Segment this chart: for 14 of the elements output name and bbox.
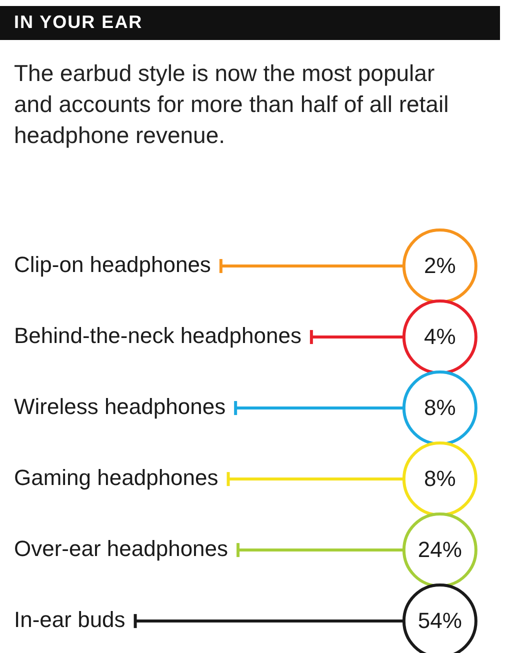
data-label: 2% [424, 253, 456, 278]
text: IN YOUR EAR [0, 6, 500, 39]
data-label: 24% [418, 537, 462, 562]
data-label: 4% [424, 324, 456, 350]
category-label: Wireless headphones [14, 394, 226, 420]
data-label: 8% [424, 466, 456, 492]
category-label: Behind-the-neck headphones [14, 323, 302, 348]
data-label: 54% [418, 608, 462, 634]
text: The earbud style is now the most popular and accounts for more than half of all retail headphone revenue. [14, 59, 450, 150]
data-label: 8% [424, 395, 456, 420]
category-label: In-ear buds [14, 607, 126, 632]
category-label: Over-ear headphones [14, 536, 228, 562]
category-label: Clip-on headphones [14, 252, 211, 278]
category-label: Gaming headphones [14, 465, 218, 490]
